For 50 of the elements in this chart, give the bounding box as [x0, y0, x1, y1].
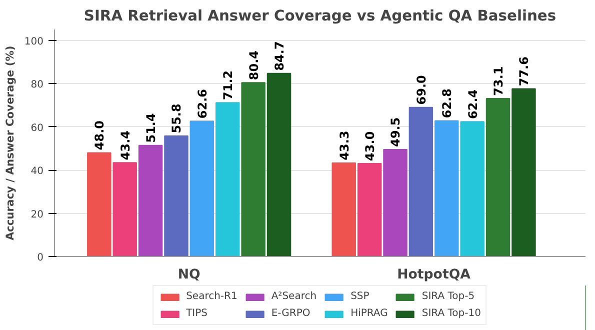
- data-label: 43.4: [118, 130, 132, 160]
- data-label: 77.6: [517, 56, 532, 86]
- data-label: 69.0: [414, 75, 428, 105]
- data-label: 84.7: [272, 41, 287, 71]
- bar: [164, 135, 188, 256]
- data-label: 62.6: [195, 88, 210, 119]
- data-label: 73.1: [492, 66, 506, 96]
- y-tick-label: 40: [30, 166, 44, 178]
- bar: [241, 82, 266, 256]
- data-label: 71.2: [221, 70, 236, 100]
- legend-label: E-GRPO: [271, 308, 310, 319]
- bar: [138, 144, 163, 256]
- data-label: 43.3: [337, 130, 352, 160]
- data-label: 55.8: [170, 104, 184, 134]
- bar: [486, 98, 510, 256]
- data-label: 43.0: [363, 131, 378, 161]
- x-tick-label: NQ: [178, 268, 200, 282]
- legend-label: Search-R1: [186, 291, 238, 302]
- bar: [266, 72, 292, 256]
- legend-label: A²Search: [271, 291, 317, 302]
- bar: [112, 162, 137, 256]
- data-label: 62.4: [466, 89, 480, 120]
- bar: [408, 106, 434, 256]
- y-tick-label: 20: [30, 209, 44, 220]
- chart-title: SIRA Retrieval Answer Coverage vs Agentic QA Baselines: [84, 8, 556, 24]
- data-label: 62.8: [440, 88, 454, 118]
- data-label: 80.4: [246, 50, 261, 80]
- bar: [434, 120, 459, 256]
- bar: [216, 102, 240, 256]
- bar: [512, 88, 536, 256]
- bar: [357, 163, 382, 256]
- bar: [383, 148, 408, 256]
- legend-label: TIPS: [186, 308, 208, 319]
- bar: [87, 152, 112, 256]
- y-axis-title: Accuracy / Answer Coverage (%): [3, 46, 16, 240]
- data-label: 49.5: [388, 117, 403, 147]
- data-label: 48.0: [92, 120, 107, 150]
- y-tick-label: 80: [30, 80, 44, 91]
- x-tick-label: HotpotQA: [397, 268, 472, 282]
- y-tick-label: 0: [37, 252, 44, 264]
- bar: [460, 121, 484, 256]
- y-tick-label: 100: [24, 36, 44, 48]
- legend-label: HiPRAG: [350, 308, 388, 319]
- y-tick-label: 60: [30, 122, 44, 134]
- legend-label: SIRA Top-10: [422, 308, 481, 319]
- legend-label: SSP: [350, 291, 370, 302]
- legend-label: SIRA Top-5: [422, 291, 475, 302]
- bar: [332, 162, 356, 256]
- data-label: 51.4: [144, 113, 158, 143]
- bar: [190, 120, 214, 256]
